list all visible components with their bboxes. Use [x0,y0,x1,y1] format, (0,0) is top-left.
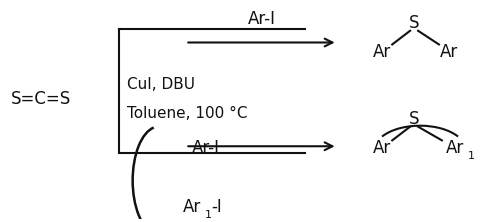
Text: S=C=S: S=C=S [12,90,72,108]
Text: Ar: Ar [184,198,202,216]
Text: S: S [409,110,420,128]
Text: S: S [409,14,420,32]
Text: Ar: Ar [446,139,464,157]
Text: CuI, DBU: CuI, DBU [126,77,194,92]
Text: Ar: Ar [373,139,392,157]
Text: Ar-I: Ar-I [248,10,276,28]
Text: -I: -I [211,198,222,216]
Text: Ar-I: Ar-I [192,139,220,157]
Text: 1: 1 [206,210,212,220]
Text: Toluene, 100 °C: Toluene, 100 °C [126,107,247,121]
Text: Ar: Ar [440,43,458,61]
Text: Ar: Ar [373,43,392,61]
Text: 1: 1 [468,151,475,161]
